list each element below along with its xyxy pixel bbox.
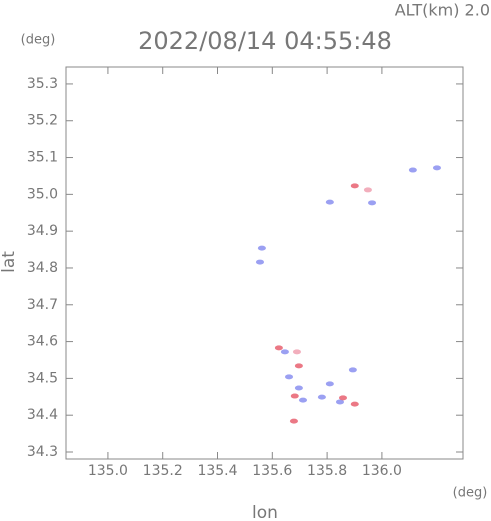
x-tick-label: 135.8 (307, 463, 347, 479)
echo-point (335, 399, 344, 405)
echo-point (348, 367, 357, 373)
y-tick-label: 34.5 (27, 370, 58, 386)
echo-point (292, 349, 301, 355)
altitude-label: ALT(km) 2.0 (395, 1, 490, 20)
echo-point (363, 187, 372, 193)
x-tick-label: 135.4 (197, 463, 237, 479)
y-tick-label: 35.2 (27, 113, 58, 129)
echo-point (338, 395, 347, 401)
echo-point (290, 393, 299, 399)
x-unit: (deg) (453, 486, 488, 501)
y-tick-label: 34.3 (27, 444, 58, 460)
echo-point (350, 401, 359, 407)
echo-point (294, 363, 303, 369)
y-axis-label: lat (0, 251, 19, 273)
echo-point (285, 374, 294, 380)
echo-point (408, 167, 417, 173)
y-tick-label: 34.9 (27, 223, 58, 239)
echo-point (257, 245, 266, 251)
y-tick-label: 34.8 (27, 260, 58, 276)
y-tick-label: 35.0 (27, 186, 58, 202)
y-tick-label: 35.3 (27, 76, 58, 92)
x-tick-label: 135.0 (88, 463, 128, 479)
x-tick-label: 135.2 (143, 463, 183, 479)
echo-point (298, 397, 307, 403)
echo-point (280, 349, 289, 355)
echo-point (274, 345, 283, 351)
y-unit: (deg) (21, 33, 56, 48)
echo-point (325, 199, 334, 205)
y-tick-label: 35.1 (27, 150, 58, 166)
echo-point (368, 200, 377, 206)
echo-point (432, 165, 441, 171)
echo-point (289, 418, 298, 424)
chart-title: 2022/08/14 04:55:48 (138, 27, 392, 55)
x-tick-label: 135.6 (252, 463, 292, 479)
echo-point (325, 381, 334, 387)
echo-point (294, 385, 303, 391)
y-tick-label: 34.7 (27, 297, 58, 313)
plot-frame (65, 66, 464, 460)
echo-point (350, 183, 359, 189)
y-tick-label: 34.4 (27, 407, 58, 423)
echo-point (317, 394, 326, 400)
echo-point (255, 259, 264, 265)
y-tick-label: 34.6 (27, 334, 58, 350)
x-axis-label: lon (252, 503, 278, 521)
x-tick-label: 136.0 (362, 463, 402, 479)
